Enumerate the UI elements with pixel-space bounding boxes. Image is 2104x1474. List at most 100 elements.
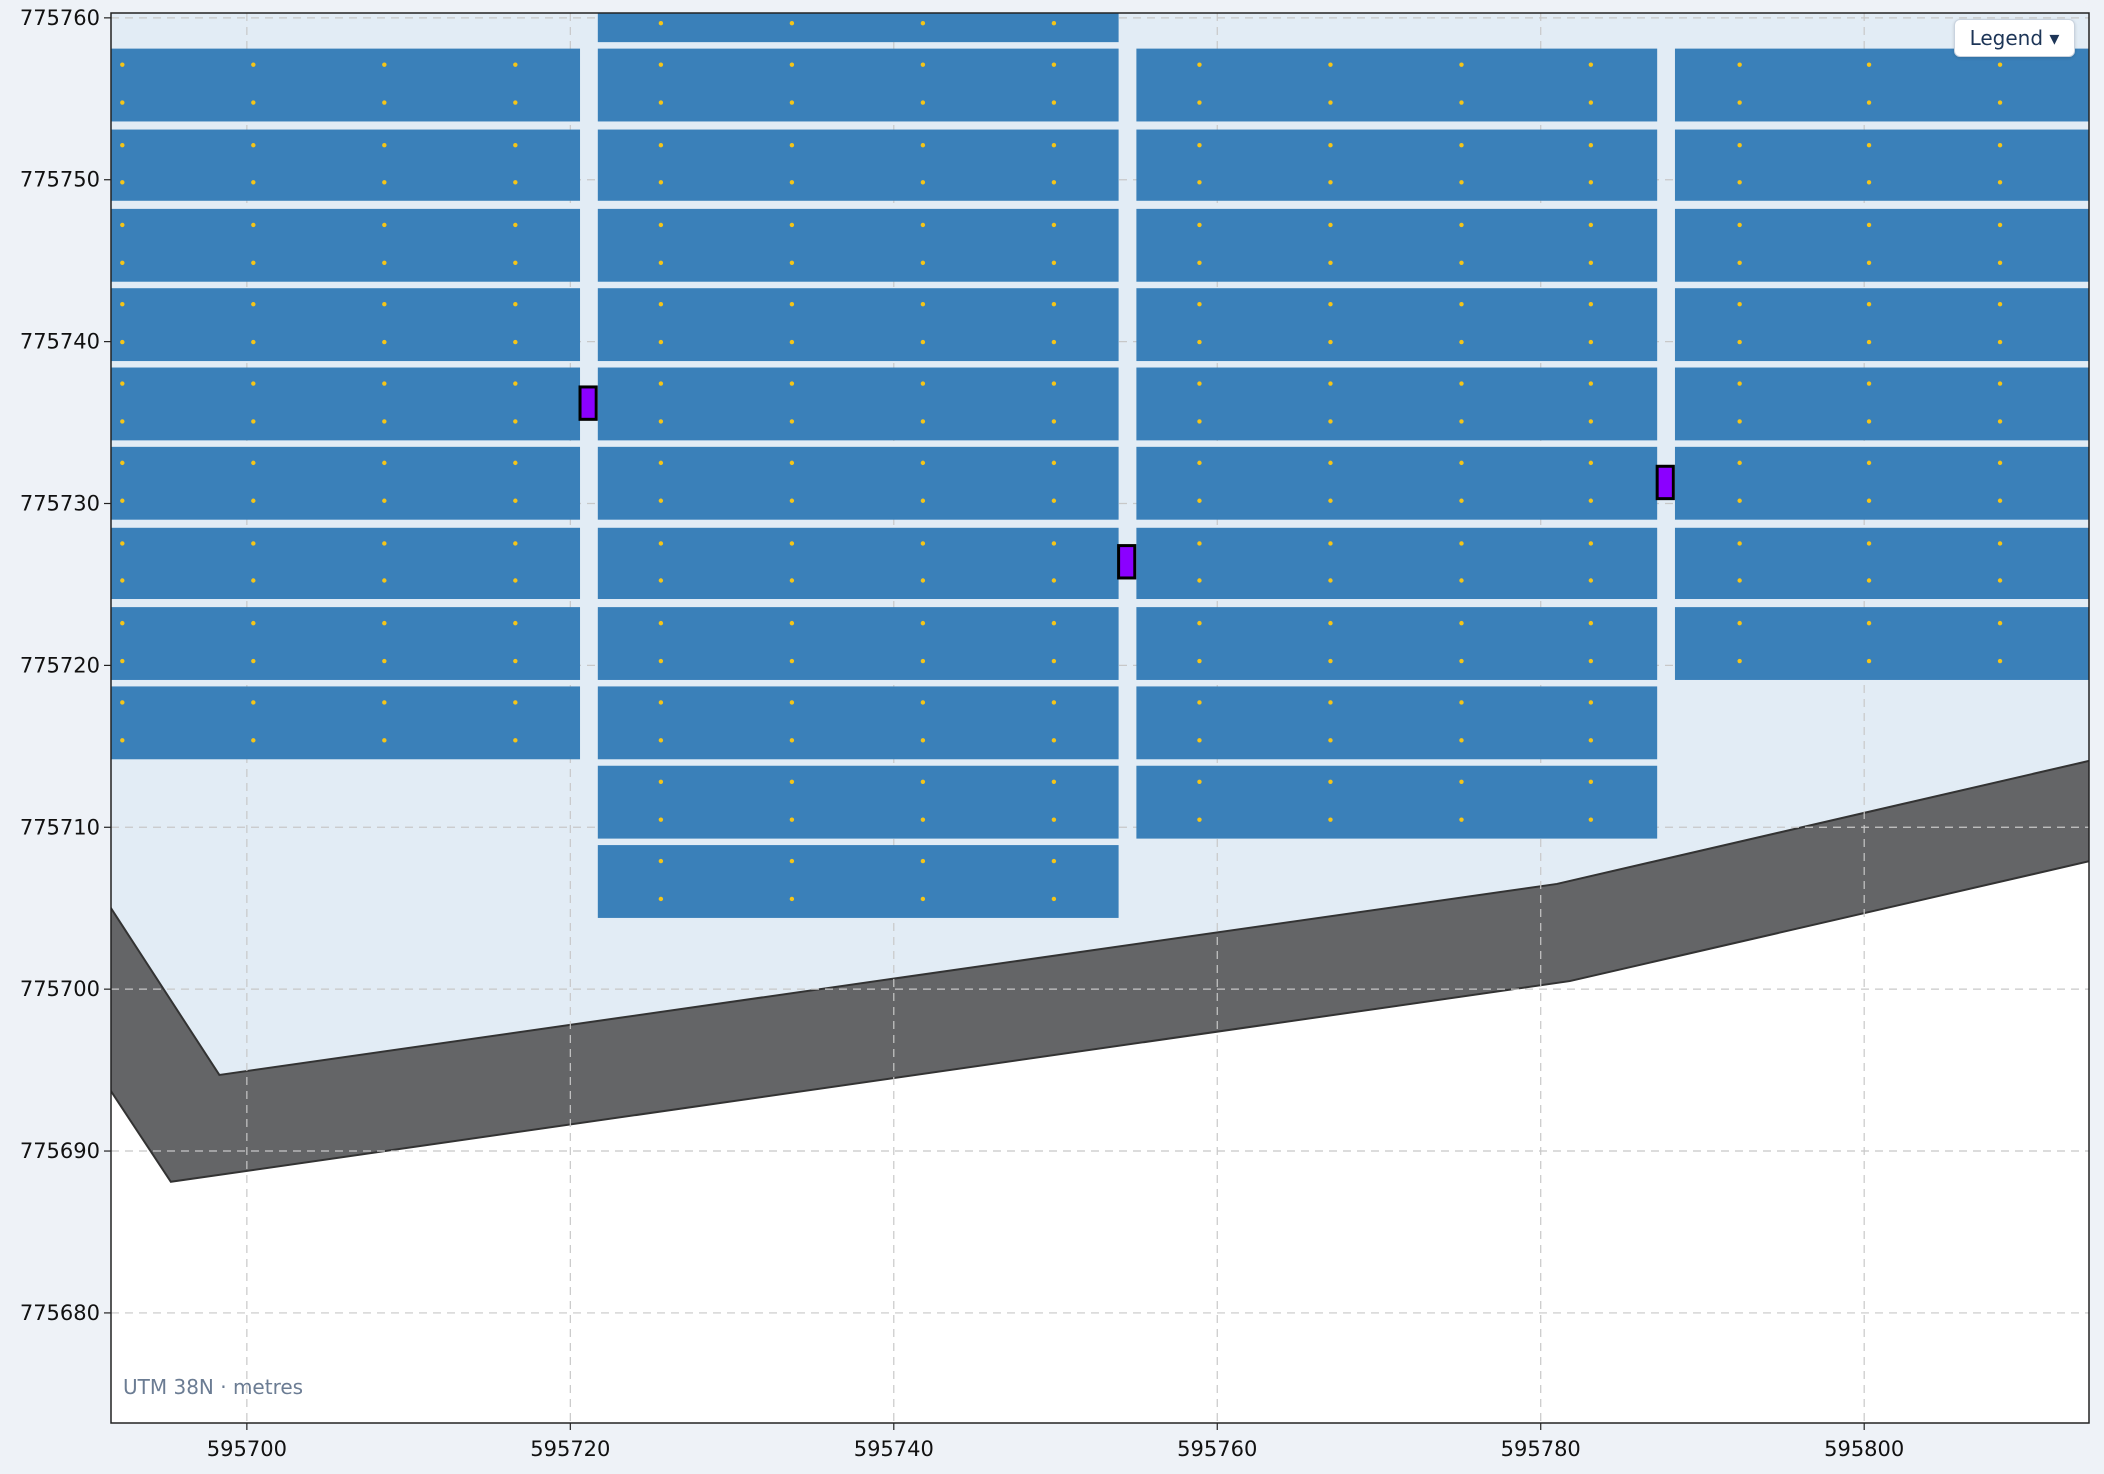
pile: [1328, 700, 1333, 705]
pile: [789, 896, 795, 902]
pile: [789, 498, 795, 503]
pile: [251, 658, 256, 664]
pv-table: [597, 845, 1119, 918]
pile: [1737, 339, 1742, 345]
pv-table: [1136, 446, 1658, 520]
pile: [1866, 143, 1872, 148]
pv-table: [1136, 288, 1658, 362]
pile: [920, 541, 926, 546]
pile: [658, 578, 664, 583]
pile: [658, 738, 664, 743]
pile: [382, 700, 387, 705]
pile: [251, 143, 256, 148]
pile: [382, 302, 387, 307]
pile: [1866, 339, 1872, 345]
legend-button[interactable]: Legend ▾: [1954, 19, 2075, 57]
pile: [1588, 620, 1594, 626]
pv-table: [111, 367, 581, 441]
pv-table: [597, 367, 1119, 441]
pile: [658, 339, 664, 345]
pv-table: [597, 129, 1119, 201]
pile: [1588, 381, 1594, 386]
pile: [1197, 498, 1202, 503]
pile: [1459, 180, 1464, 185]
pile: [382, 143, 387, 148]
pile: [658, 817, 664, 822]
pile: [1459, 143, 1464, 148]
pile: [1197, 700, 1202, 705]
pile: [1588, 460, 1594, 466]
pile: [1197, 260, 1202, 265]
pile: [120, 498, 125, 503]
pv-table: [1674, 446, 2089, 520]
pv-table: [597, 527, 1119, 600]
pile: [658, 658, 664, 664]
pv-table: [597, 13, 1119, 43]
pv-table: [1674, 527, 2089, 600]
x-tick-label: 595780: [1501, 1437, 1581, 1461]
pv-table: [1136, 765, 1658, 839]
pile: [789, 817, 795, 822]
pile: [1588, 700, 1594, 705]
pile: [789, 700, 795, 705]
pv-table: [597, 686, 1119, 760]
pile: [1328, 460, 1333, 466]
pile: [1866, 620, 1872, 626]
pile: [251, 419, 256, 424]
pv-table: [1674, 129, 2089, 201]
pile: [658, 143, 664, 148]
pile: [382, 620, 387, 626]
pile: [1997, 143, 2003, 148]
pile: [1588, 419, 1594, 424]
pile: [1588, 339, 1594, 345]
pile: [658, 20, 664, 26]
pile: [1197, 302, 1202, 307]
pile: [1328, 498, 1333, 503]
pile: [1997, 100, 2003, 105]
pile: [513, 541, 518, 546]
y-tick-label: 775720: [20, 653, 100, 677]
pile: [920, 700, 926, 705]
pv-table: [1136, 607, 1658, 680]
pile: [120, 260, 125, 265]
pile: [1051, 738, 1057, 743]
pile: [658, 541, 664, 546]
pv-table: [111, 288, 581, 362]
pile: [382, 541, 387, 546]
pv-table: [1136, 527, 1658, 600]
plot-layer: [111, 13, 2089, 1423]
pile: [1328, 180, 1333, 185]
pile: [1051, 339, 1057, 345]
pile: [513, 143, 518, 148]
pile: [1051, 700, 1057, 705]
pile: [1197, 339, 1202, 345]
pile: [1997, 658, 2003, 664]
pile: [1737, 658, 1742, 664]
pile: [1197, 620, 1202, 626]
pv-table: [597, 48, 1119, 122]
pile: [658, 302, 664, 307]
pile: [382, 62, 387, 67]
pile: [251, 498, 256, 503]
pile: [120, 339, 125, 345]
pile: [1866, 222, 1872, 228]
pile: [1051, 143, 1057, 148]
pile: [1866, 541, 1872, 546]
pile: [1051, 578, 1057, 583]
y-tick-label: 775740: [20, 330, 100, 354]
pile: [920, 498, 926, 503]
pile: [1459, 302, 1464, 307]
pile: [120, 222, 125, 228]
pile: [1328, 100, 1333, 105]
pile: [120, 738, 125, 743]
pile: [1737, 419, 1742, 424]
pile: [513, 180, 518, 185]
pile: [513, 498, 518, 503]
pile: [1197, 180, 1202, 185]
y-tick-label: 775700: [20, 977, 100, 1001]
pile: [1051, 260, 1057, 265]
pile: [513, 620, 518, 626]
pile: [251, 302, 256, 307]
pile: [1328, 779, 1333, 784]
pile: [789, 578, 795, 583]
